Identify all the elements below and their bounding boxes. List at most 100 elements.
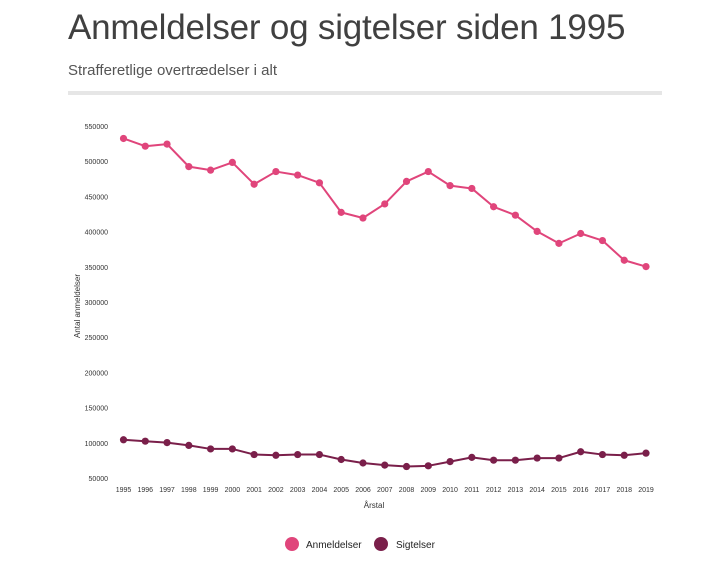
y-axis-ticks: 550000 500000 450000 400000 350000 300000 2500… — [85, 124, 108, 483]
y-tick-label: 300000 — [85, 300, 108, 307]
data-point-sigtelser[interactable] — [381, 461, 389, 469]
x-axis-ticks: 1995 1996 1997 1998 1999 2000 2001 2002 2003 2004… — [116, 487, 654, 494]
data-point-anmeldelser[interactable] — [533, 227, 541, 235]
y-tick-label: 250000 — [85, 335, 108, 342]
legend-item-anmeldelser[interactable]: Anmeldelser — [285, 537, 362, 551]
x-axis-label: Årstal — [364, 501, 385, 510]
data-point-anmeldelser[interactable] — [337, 208, 345, 216]
x-tick-label: 1996 — [137, 487, 153, 494]
data-point-sigtelser[interactable] — [206, 445, 215, 453]
y-tick-label: 200000 — [85, 370, 108, 377]
x-tick-label: 2002 — [268, 487, 284, 494]
data-point-sigtelser[interactable] — [141, 437, 149, 445]
x-tick-label: 2008 — [399, 487, 415, 494]
data-point-anmeldelser[interactable] — [620, 256, 628, 264]
data-point-sigtelser[interactable] — [446, 458, 454, 466]
y-tick-label: 500000 — [85, 159, 108, 166]
data-point-anmeldelser[interactable] — [315, 179, 324, 187]
data-point-sigtelser[interactable] — [577, 448, 585, 456]
x-tick-label: 2017 — [595, 487, 611, 494]
data-point-sigtelser[interactable] — [402, 462, 411, 471]
data-point-anmeldelser[interactable] — [598, 236, 607, 245]
y-tick-label: 50000 — [89, 476, 109, 483]
data-point-anmeldelser[interactable] — [185, 163, 193, 171]
page-subtitle: Strafferetlige overtrædelser i alt — [68, 62, 277, 79]
data-point-sigtelser[interactable] — [163, 438, 171, 447]
data-point-sigtelser[interactable] — [250, 450, 258, 459]
data-point-sigtelser[interactable] — [119, 436, 128, 444]
data-point-anmeldelser[interactable] — [228, 158, 236, 167]
legend[interactable]: Anmeldelser Sigtelser — [285, 537, 436, 551]
title-divider — [68, 91, 662, 95]
data-point-anmeldelser[interactable] — [163, 140, 171, 148]
data-point-anmeldelser[interactable] — [555, 239, 563, 247]
data-point-sigtelser[interactable] — [490, 456, 498, 464]
x-tick-label: 2014 — [529, 487, 545, 494]
legend-item-sigtelser[interactable]: Sigtelser — [374, 537, 436, 551]
x-tick-label: 2012 — [486, 487, 502, 494]
x-tick-label: 2013 — [508, 487, 524, 494]
x-tick-label: 2011 — [464, 487, 479, 494]
x-tick-label: 2003 — [290, 487, 306, 494]
page-title: Anmeldelser og sigtelser siden 1995 — [68, 8, 626, 47]
data-point-sigtelser[interactable] — [228, 445, 236, 453]
data-point-anmeldelser[interactable] — [272, 167, 280, 176]
x-tick-label: 2019 — [638, 487, 654, 494]
x-tick-label: 1998 — [181, 487, 197, 494]
data-point-sigtelser[interactable] — [511, 456, 519, 464]
series-layer — [119, 134, 650, 471]
data-point-anmeldelser[interactable] — [359, 214, 367, 222]
data-point-anmeldelser[interactable] — [490, 203, 498, 211]
data-point-anmeldelser[interactable] — [577, 229, 585, 238]
x-tick-label: 2016 — [573, 487, 589, 494]
data-point-sigtelser[interactable] — [555, 454, 563, 462]
data-point-anmeldelser[interactable] — [119, 134, 128, 143]
x-tick-label: 2009 — [421, 487, 437, 494]
data-point-anmeldelser[interactable] — [468, 184, 476, 193]
data-point-sigtelser[interactable] — [642, 449, 650, 457]
y-tick-label: 550000 — [85, 124, 108, 131]
x-tick-label: 2006 — [355, 487, 371, 494]
data-point-sigtelser[interactable] — [620, 451, 628, 459]
data-point-sigtelser[interactable] — [424, 462, 432, 470]
legend-marker-sigtelser — [374, 537, 388, 551]
data-point-sigtelser[interactable] — [272, 451, 280, 459]
legend-marker-anmeldelser — [285, 537, 299, 551]
x-tick-label: 2000 — [225, 487, 241, 494]
data-point-anmeldelser[interactable] — [381, 200, 389, 208]
data-point-anmeldelser[interactable] — [642, 262, 650, 271]
data-point-sigtelser[interactable] — [468, 453, 476, 461]
x-tick-label: 2007 — [377, 487, 393, 494]
y-axis-label: Antal anmeldelser — [73, 274, 82, 338]
data-point-anmeldelser[interactable] — [446, 182, 454, 190]
y-tick-label: 100000 — [85, 441, 108, 448]
x-tick-label: 2015 — [551, 487, 567, 494]
data-point-anmeldelser[interactable] — [294, 171, 302, 179]
y-tick-label: 450000 — [85, 194, 108, 201]
data-point-sigtelser[interactable] — [359, 459, 367, 467]
x-tick-label: 2018 — [616, 487, 632, 494]
x-tick-label: 1995 — [116, 487, 132, 494]
x-tick-label: 2001 — [246, 487, 262, 494]
legend-label-anmeldelser: Anmeldelser — [306, 540, 362, 551]
x-tick-label: 2010 — [442, 487, 458, 494]
x-tick-label: 2005 — [333, 487, 349, 494]
data-point-anmeldelser[interactable] — [206, 166, 215, 174]
data-point-sigtelser[interactable] — [598, 450, 607, 459]
data-point-sigtelser[interactable] — [315, 450, 324, 459]
data-point-anmeldelser[interactable] — [424, 167, 432, 176]
data-point-anmeldelser[interactable] — [250, 180, 258, 188]
y-tick-label: 350000 — [85, 265, 108, 272]
data-point-anmeldelser[interactable] — [511, 211, 519, 219]
y-tick-label: 150000 — [85, 406, 108, 413]
data-point-anmeldelser[interactable] — [141, 142, 149, 150]
data-point-sigtelser[interactable] — [337, 455, 345, 464]
data-point-sigtelser[interactable] — [533, 454, 541, 462]
x-tick-label: 1999 — [203, 487, 219, 494]
x-tick-label: 2004 — [312, 487, 328, 494]
data-point-anmeldelser[interactable] — [402, 177, 411, 186]
data-point-sigtelser[interactable] — [294, 450, 302, 459]
data-point-sigtelser[interactable] — [185, 441, 193, 450]
legend-label-sigtelser: Sigtelser — [396, 540, 436, 551]
